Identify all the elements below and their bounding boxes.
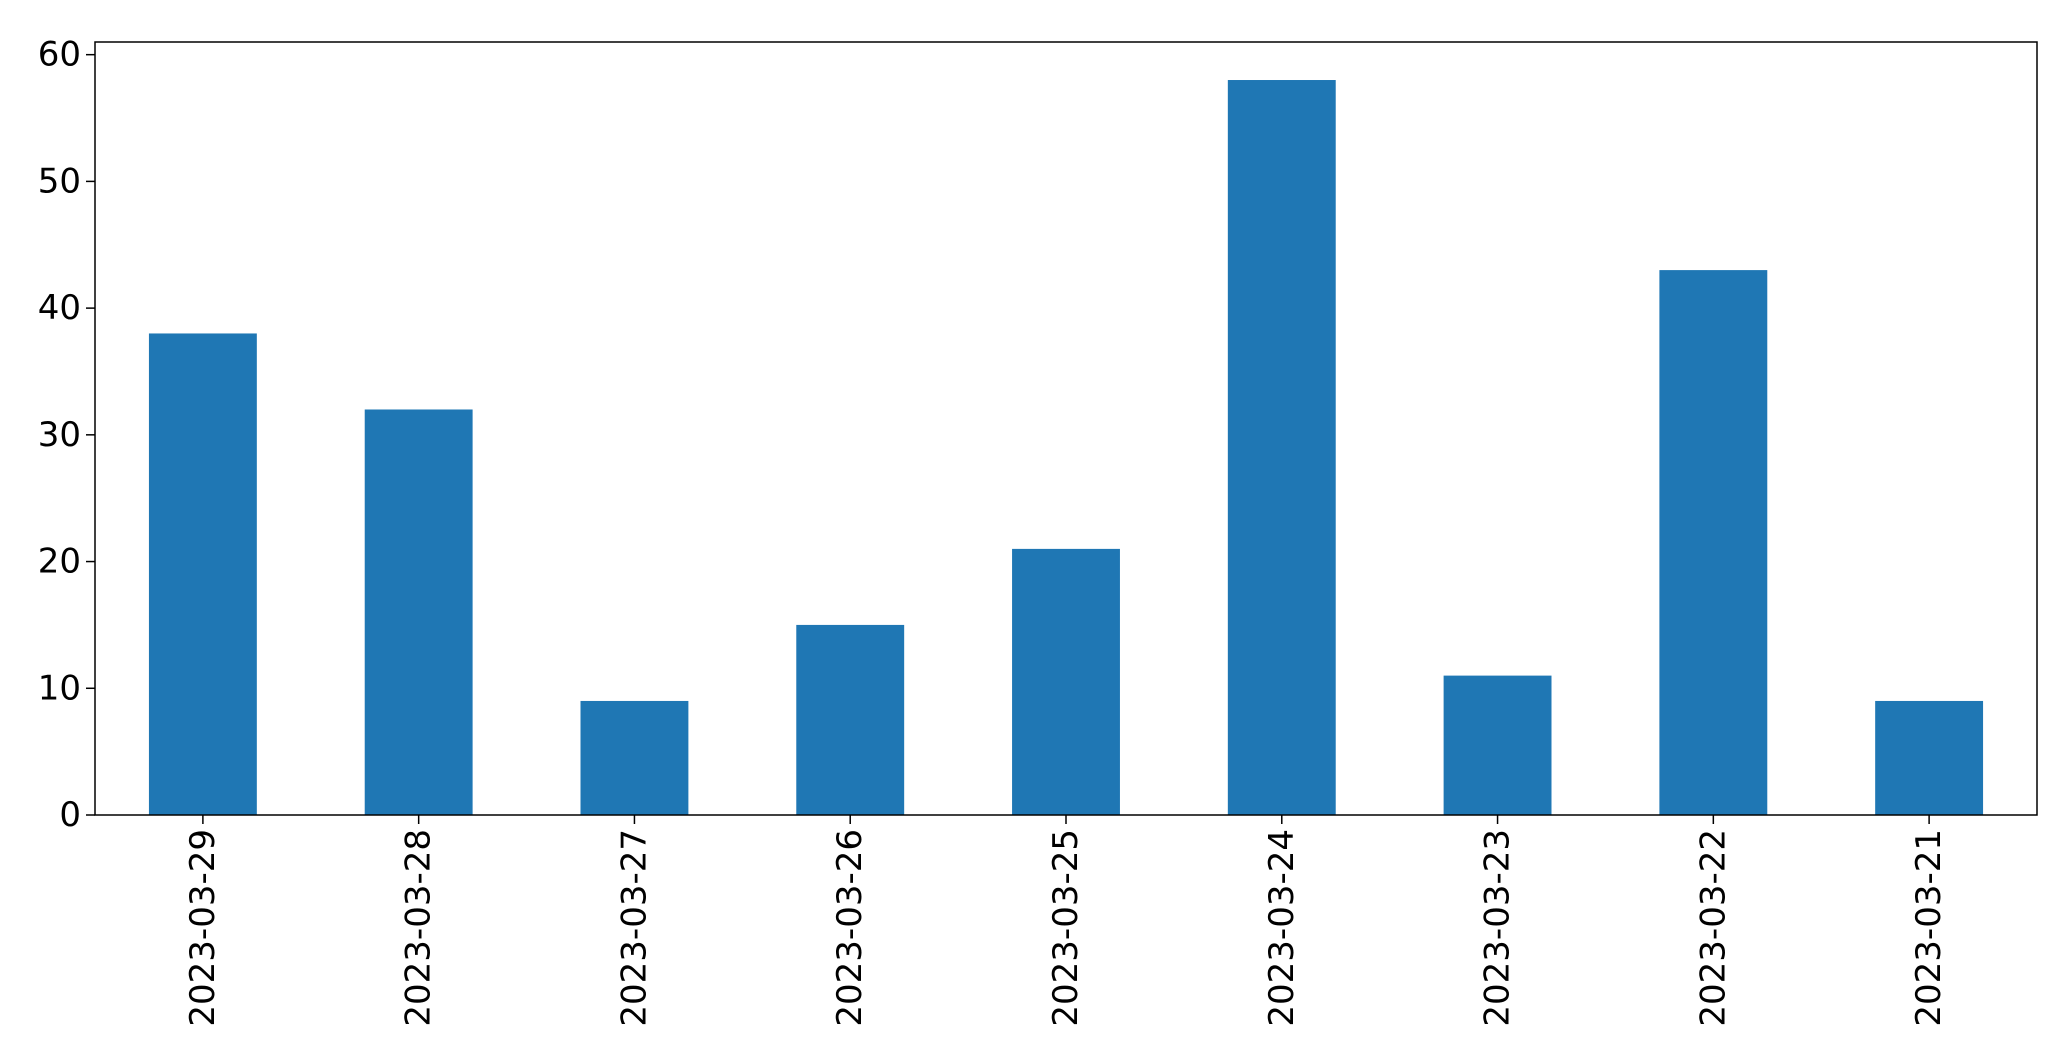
x-tick-label: 2023-03-23 bbox=[1478, 829, 1518, 1027]
bar-2023-03-24 bbox=[1227, 80, 1336, 815]
bar-2023-03-23 bbox=[1443, 675, 1552, 815]
x-tick-label: 2023-03-25 bbox=[1046, 829, 1086, 1027]
bars-layer bbox=[148, 80, 1984, 816]
y-axis: 0 10 20 30 40 50 60 bbox=[38, 35, 95, 835]
y-tick-label: 10 bbox=[38, 668, 81, 708]
x-tick-label: 2023-03-21 bbox=[1909, 829, 1949, 1027]
x-tick-label: 2023-03-26 bbox=[830, 829, 870, 1027]
bar-2023-03-27 bbox=[580, 700, 689, 815]
bar-2023-03-26 bbox=[796, 624, 905, 815]
x-tick-label: 2023-03-28 bbox=[399, 829, 439, 1027]
x-tick-label: 2023-03-22 bbox=[1693, 829, 1733, 1027]
bar-2023-03-21 bbox=[1875, 700, 1984, 815]
y-tick-label: 0 bbox=[59, 795, 81, 835]
bar-2023-03-25 bbox=[1012, 548, 1120, 815]
y-tick-label: 50 bbox=[38, 161, 81, 201]
bar-2023-03-22 bbox=[1659, 270, 1768, 816]
y-tick-label: 60 bbox=[38, 35, 81, 75]
bar-2023-03-29 bbox=[148, 333, 257, 815]
y-tick-label: 20 bbox=[38, 542, 81, 582]
y-tick-label: 40 bbox=[38, 288, 81, 328]
x-tick-label: 2023-03-24 bbox=[1262, 829, 1302, 1027]
x-tick-label: 2023-03-29 bbox=[183, 829, 223, 1027]
bar-2023-03-28 bbox=[364, 409, 473, 815]
y-tick-label: 30 bbox=[38, 415, 81, 455]
x-axis: 2023-03-29 2023-03-28 2023-03-27 2023-03-26… bbox=[183, 815, 1949, 1027]
x-tick-label: 2023-03-27 bbox=[614, 829, 654, 1027]
plot-frame bbox=[94, 41, 2038, 816]
